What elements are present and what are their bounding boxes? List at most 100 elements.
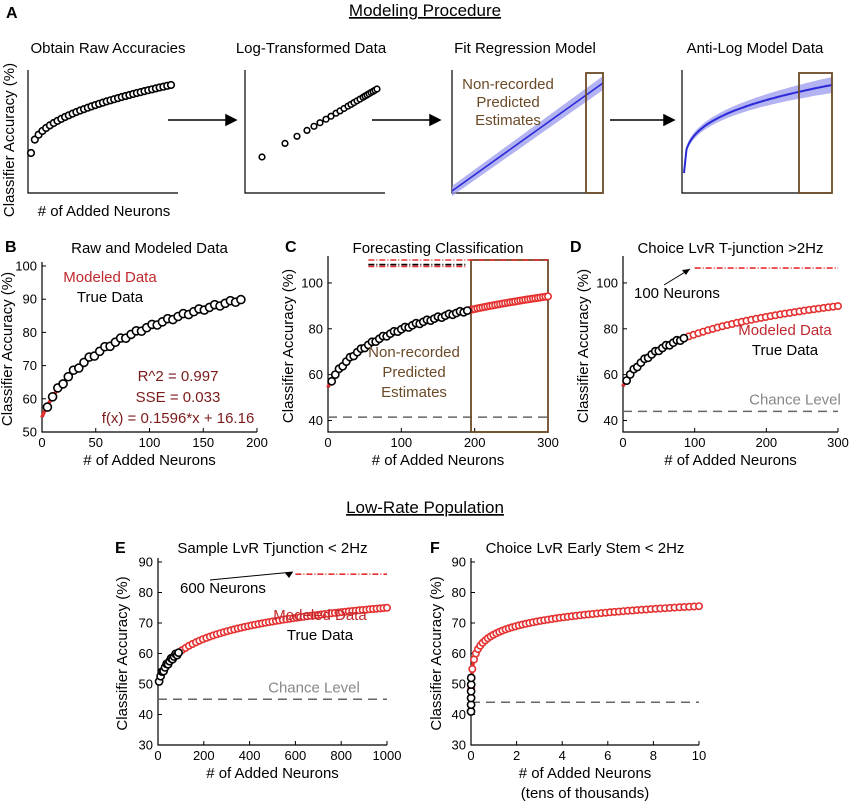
chart-title: Sample LvR Tjunction < 2Hz <box>177 540 367 557</box>
y-axis-label: Classifier Accuracy (%) <box>575 269 592 423</box>
x-axis-label-units: (tens of thousands) <box>521 785 649 802</box>
neuron-count-label: 100 Neurons <box>634 285 720 302</box>
step-4-model-curve <box>683 84 833 174</box>
y-tick-label: 90 <box>139 555 153 570</box>
y-tick-label: 60 <box>23 391 37 406</box>
step-4-axes <box>681 70 832 194</box>
forecast-annotation: Predicted <box>382 364 445 381</box>
chart-title: Raw and Modeled Data <box>71 240 228 257</box>
y-axis-label: Classifier Accuracy (%) <box>0 272 16 426</box>
y-tick-label: 60 <box>309 367 323 382</box>
x-tick-label: 1000 <box>373 748 402 763</box>
true-data-point <box>58 379 68 389</box>
chart-title: Choice LvR Early Stem < 2Hz <box>486 540 685 557</box>
fit-statistic: R^2 = 0.997 <box>138 368 219 385</box>
y-tick-label: 100 <box>596 275 618 290</box>
x-tick-label: 0 <box>154 748 161 763</box>
x-tick-label: 400 <box>239 748 261 763</box>
step-2-points <box>258 85 381 161</box>
forecast-annotation: Estimates <box>381 384 447 401</box>
y-tick-label: 80 <box>452 585 466 600</box>
y-tick-label: 30 <box>452 738 466 753</box>
x-tick-label: 200 <box>246 435 268 450</box>
y-axis-label: Classifier Accuracy (%) <box>428 576 445 730</box>
modeled-data-point <box>468 664 477 673</box>
x-axis-label: # of Added Neurons <box>372 452 505 469</box>
y-tick-label: 50 <box>23 425 37 440</box>
chart-e: Sample LvR Tjunction < 2Hz 0 200 400 600 800 1… <box>114 540 401 782</box>
x-axis-label: # of Added Neurons <box>519 765 652 782</box>
title-modeling-procedure: Modeling Procedure <box>349 1 501 20</box>
modeled-data-point <box>833 302 842 311</box>
y-tick-label: 70 <box>452 616 466 631</box>
x-tick-label: 100 <box>684 435 706 450</box>
legend-true-data: True Data <box>752 342 819 359</box>
step-1-axes <box>27 70 178 194</box>
legend-true-data: True Data <box>287 627 354 644</box>
y-tick-label: 100 <box>301 275 323 290</box>
x-tick-label: 200 <box>464 435 486 450</box>
true-data-point <box>174 648 183 658</box>
step-2-point <box>258 153 266 161</box>
x-tick-label: 8 <box>650 748 657 763</box>
y-tick-label: 70 <box>23 358 37 373</box>
y-tick-label: 90 <box>23 292 37 307</box>
title-low-rate-population: Low-Rate Population <box>346 498 504 517</box>
x-tick-label: 200 <box>755 435 777 450</box>
y-tick-label: 100 <box>15 259 37 274</box>
x-tick-label: 4 <box>559 748 566 763</box>
y-tick-label: 50 <box>139 677 153 692</box>
y-tick-label: 50 <box>452 677 466 692</box>
neuron-count-arrow <box>209 571 294 581</box>
step-3-annotation-2: Predicted <box>476 94 539 111</box>
y-tick-label: 60 <box>139 646 153 661</box>
chance-level-label: Chance Level <box>749 391 841 408</box>
step-2-point <box>316 119 324 127</box>
fit-statistic: SSE = 0.033 <box>136 389 221 406</box>
true-data-point <box>236 294 246 305</box>
modeled-data-point <box>543 292 552 301</box>
chart-c: Forecasting Classification 0 100 200 300 40 60… <box>280 240 559 469</box>
panel-a-procedure: Classifier Accuracy (%) # of Added Neuro… <box>1 40 833 220</box>
step-4-title: Anti-Log Model Data <box>687 40 824 57</box>
x-tick-label: 100 <box>139 435 161 450</box>
step-3-regression-line <box>451 82 604 192</box>
step-1-point <box>26 148 36 158</box>
arrow-2-head <box>429 113 442 127</box>
y-tick-label: 40 <box>309 413 323 428</box>
forecast-box <box>470 259 549 433</box>
y-tick-label: 60 <box>452 646 466 661</box>
true-data-point <box>679 333 689 343</box>
step-1-title: Obtain Raw Accuracies <box>30 40 185 57</box>
modeled-data-curve <box>469 604 700 709</box>
x-tick-label: 0 <box>324 435 331 450</box>
step-3-forecast-box <box>585 72 604 194</box>
x-axis-label: # of Added Neurons <box>83 452 216 469</box>
y-tick-label: 80 <box>139 585 153 600</box>
y-tick-label: 40 <box>139 707 153 722</box>
x-tick-label: 10 <box>692 748 706 763</box>
y-axis-label: Classifier Accuracy (%) <box>114 576 131 730</box>
x-tick-label: 6 <box>604 748 611 763</box>
step-4-forecast-box <box>798 72 833 194</box>
panel-letter-f: F <box>430 540 440 557</box>
x-tick-label: 0 <box>38 435 45 450</box>
step-2-point <box>322 115 330 123</box>
x-axis-label: # of Added Neurons <box>664 452 797 469</box>
true-data-point <box>63 371 74 382</box>
x-tick-label: 150 <box>192 435 214 450</box>
chart-title: Choice LvR T-junction >2Hz <box>637 240 823 257</box>
axes <box>41 262 257 433</box>
true-data-point <box>42 402 53 412</box>
y-tick-label: 80 <box>604 321 618 336</box>
panel-letter-c: C <box>285 239 297 256</box>
y-tick-label: 60 <box>604 367 618 382</box>
legend-modeled-data: Modeled Data <box>273 607 367 624</box>
x-tick-label: 100 <box>390 435 412 450</box>
chance-level-label: Chance Level <box>268 679 360 696</box>
step-2-point <box>281 139 289 147</box>
neuron-count-arrowhead <box>682 269 690 275</box>
true-data-point <box>327 376 337 386</box>
y-tick-label: 80 <box>23 325 37 340</box>
